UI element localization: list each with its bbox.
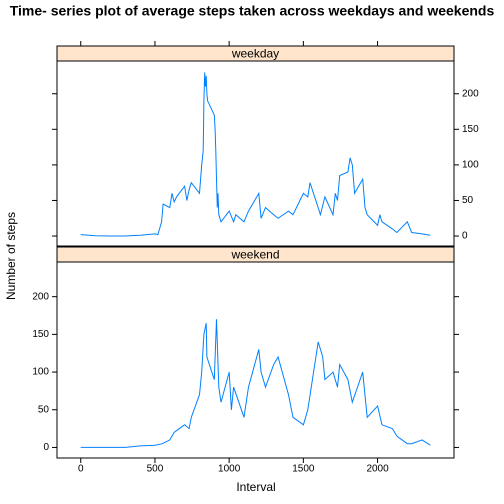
y-tick-label: 150 xyxy=(462,124,479,135)
x-tick-label: 1500 xyxy=(292,464,315,475)
panel xyxy=(56,60,455,247)
y-tick-label: 200 xyxy=(32,291,49,302)
x-axis-label: Interval xyxy=(236,480,275,494)
x-tick-label: 1000 xyxy=(218,464,241,475)
x-tick-label: 2000 xyxy=(366,464,389,475)
y-tick-label: 0 xyxy=(43,442,49,453)
y-tick-label: 50 xyxy=(38,404,50,415)
y-tick-label: 150 xyxy=(32,329,49,340)
y-tick-label: 200 xyxy=(462,88,479,99)
panel xyxy=(56,261,455,459)
y-tick-label: 50 xyxy=(462,195,474,206)
chart-title: Time- series plot of average steps taken… xyxy=(10,3,495,19)
strip-label: weekday xyxy=(231,47,279,61)
y-tick-label: 100 xyxy=(462,160,479,171)
y-tick-label: 0 xyxy=(462,231,468,242)
y-axis-label: Number of steps xyxy=(4,212,18,300)
x-tick-label: 0 xyxy=(78,464,84,475)
y-tick-label: 100 xyxy=(32,367,49,378)
x-tick-label: 500 xyxy=(147,464,164,475)
data-line xyxy=(80,72,431,237)
data-line xyxy=(80,319,431,448)
strip-label: weekend xyxy=(230,248,279,262)
